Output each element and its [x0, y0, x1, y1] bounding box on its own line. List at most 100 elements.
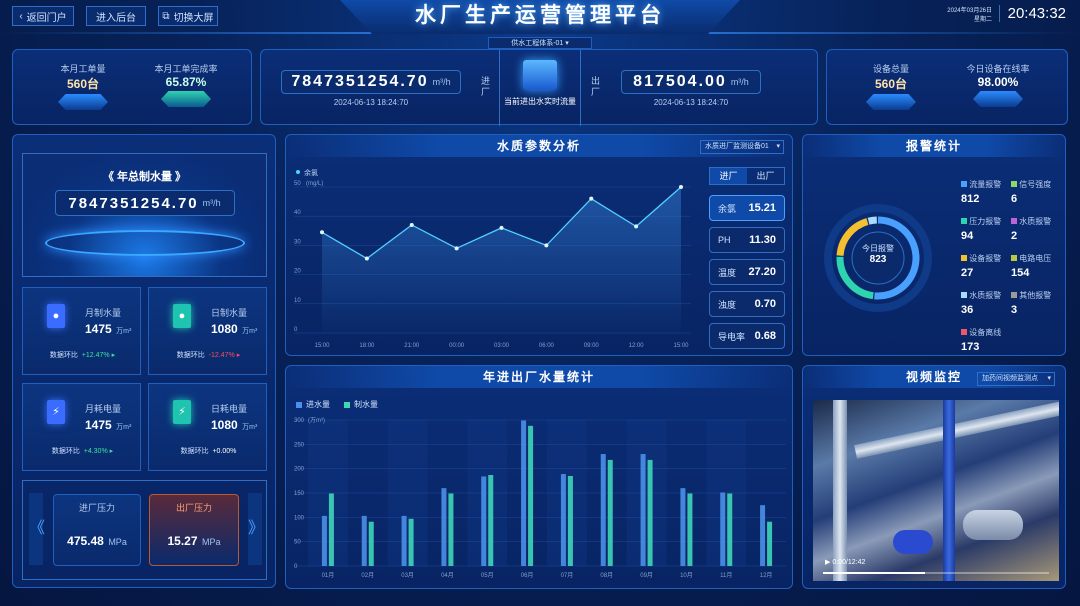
alarm-swatch: [1011, 181, 1017, 187]
line-point[interactable]: [589, 196, 594, 201]
outflow-value: 817504.00: [633, 73, 727, 90]
clock: 20:43:32: [998, 5, 1066, 22]
x-tick-label: 10月: [680, 572, 693, 579]
bar-inflow[interactable]: [401, 515, 407, 566]
bar-inflow[interactable]: [481, 476, 487, 566]
bar-inflow[interactable]: [680, 488, 686, 566]
bar-inflow[interactable]: [640, 454, 646, 566]
donut-total: 823: [869, 254, 887, 265]
pressure-unit: MPa: [108, 537, 127, 547]
bar-produced[interactable]: [328, 493, 334, 566]
line-point[interactable]: [634, 224, 639, 229]
metric-card: ● 月制水量 1475 万m³ 数据环比 +12.47% ▸: [22, 287, 141, 375]
line-point[interactable]: [499, 225, 504, 230]
platform-ring-icon: [44, 230, 245, 256]
bar-produced[interactable]: [687, 493, 693, 566]
inflow-unit: m³/h: [432, 77, 451, 87]
bar-inflow[interactable]: [560, 474, 566, 566]
next-arrow-button[interactable]: 》: [248, 493, 265, 565]
y-tick-label: 50: [294, 540, 301, 546]
prev-arrow-button[interactable]: 《: [29, 493, 45, 565]
video-player[interactable]: ▶ 0:00/12:42: [813, 400, 1059, 581]
annual-water-card: 《 年总制水量 》 7847351254.70 m³/h: [22, 153, 267, 277]
bar-produced[interactable]: [567, 475, 573, 566]
pedestal-icon: [161, 91, 211, 107]
bar-inflow[interactable]: [521, 420, 527, 566]
bar-produced[interactable]: [368, 521, 374, 566]
y-tick-label: 150: [294, 491, 305, 497]
bar-inflow[interactable]: [441, 488, 447, 566]
pedestal-icon: [866, 94, 916, 110]
chevron-right-icon: 》: [248, 520, 265, 537]
pipe-shape: [833, 400, 847, 581]
alarm-donut-chart: [824, 204, 932, 312]
screen-icon: ⧉: [162, 10, 170, 22]
y-tick-label: 300: [294, 418, 305, 424]
y-tick-label: 200: [294, 467, 305, 473]
bar-inflow[interactable]: [600, 454, 606, 566]
metric-unit: 万m³: [116, 424, 132, 431]
metric-label: 日耗电量: [211, 404, 248, 414]
bar-produced[interactable]: [767, 521, 773, 566]
alarm-swatch: [961, 218, 967, 224]
param-4[interactable]: 导电率 0.68: [709, 323, 785, 349]
device-select[interactable]: 水质进厂监测设备01 ▾: [700, 140, 784, 154]
alarm-item: 压力报警 94: [961, 216, 1011, 242]
weekday: 星期二: [973, 17, 992, 23]
line-point[interactable]: [364, 256, 369, 261]
camera-select[interactable]: 加药间视频监测点 ▾: [977, 372, 1055, 386]
video-progress[interactable]: [823, 572, 1049, 574]
legend-swatch: [296, 401, 302, 408]
bar-produced[interactable]: [647, 459, 653, 566]
bar-produced[interactable]: [528, 425, 534, 566]
panel-title: 报警统计: [803, 135, 1065, 157]
bar-produced[interactable]: [607, 459, 613, 566]
line-point[interactable]: [454, 246, 459, 251]
line-point[interactable]: [320, 230, 324, 235]
tab-outlet[interactable]: 出厂: [756, 171, 775, 181]
play-icon[interactable]: ▶: [825, 559, 831, 566]
param-1[interactable]: PH 11.30: [709, 227, 785, 253]
param-value: 15.21: [748, 202, 776, 214]
bar-inflow[interactable]: [760, 505, 766, 566]
x-tick-label: 08月: [600, 572, 613, 579]
bar-produced[interactable]: [448, 493, 454, 566]
alarm-value: 173: [961, 341, 980, 353]
alarm-label: 信号强度: [1019, 180, 1052, 189]
x-tick-label: 06:00: [539, 343, 555, 349]
inlet-pressure-card: 进厂压力 475.48 MPa: [53, 494, 141, 566]
param-3[interactable]: 浊度 0.70: [709, 291, 785, 317]
stat-label: 今日设备在线率: [966, 64, 1030, 74]
annual-title: 《 年总制水量 》: [102, 171, 187, 183]
bar-inflow[interactable]: [720, 492, 726, 566]
line-point[interactable]: [679, 185, 683, 189]
bar-produced[interactable]: [488, 474, 494, 566]
param-2[interactable]: 温度 27.20: [709, 259, 785, 285]
system-select[interactable]: 供水工程体系-01 ▾: [488, 37, 592, 49]
donut-segment: [867, 216, 878, 225]
bar-produced[interactable]: [727, 493, 733, 566]
param-0[interactable]: 余氯 15.21: [709, 195, 785, 221]
tab-inlet[interactable]: 进厂: [710, 168, 747, 184]
bar-inflow[interactable]: [361, 515, 367, 566]
x-tick-label: 07月: [561, 572, 574, 579]
back-portal-button[interactable]: ‹ 返回门户: [12, 6, 74, 26]
line-area: [322, 187, 681, 333]
switch-screen-button[interactable]: ⧉ 切换大屏: [158, 6, 218, 26]
ratio-value: -12.47%: [208, 352, 235, 359]
x-tick-label: 12:00: [629, 343, 645, 349]
donut-segment: [836, 218, 869, 257]
water-drop-icon: ●: [47, 304, 65, 328]
bar-inflow[interactable]: [321, 515, 327, 566]
alarm-swatch: [1011, 255, 1017, 261]
pressure-unit: MPa: [201, 537, 221, 547]
alarm-label: 设备离线: [969, 328, 1002, 337]
bar-produced[interactable]: [408, 518, 414, 566]
y-tick-label: 50: [294, 181, 301, 187]
line-point[interactable]: [544, 243, 549, 248]
water-quality-panel: 水质参数分析 水质进厂监测设备01 ▾ 余氯 0 10 20 30 40 50 (mg/L) 15…: [285, 134, 793, 356]
inflow-box: 7847351254.70 m³/h: [281, 70, 461, 94]
enter-admin-button[interactable]: 进入后台: [86, 6, 146, 26]
stat-value: 65.87%: [165, 75, 207, 89]
line-point[interactable]: [409, 222, 414, 227]
